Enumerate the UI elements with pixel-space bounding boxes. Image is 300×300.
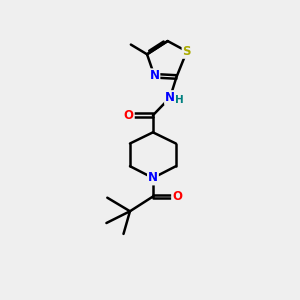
Text: N: N bbox=[148, 172, 158, 184]
Text: O: O bbox=[124, 109, 134, 122]
Text: S: S bbox=[183, 45, 191, 58]
Text: N: N bbox=[149, 69, 159, 82]
Text: O: O bbox=[172, 190, 182, 203]
Text: H: H bbox=[175, 95, 184, 105]
Text: N: N bbox=[165, 91, 175, 104]
